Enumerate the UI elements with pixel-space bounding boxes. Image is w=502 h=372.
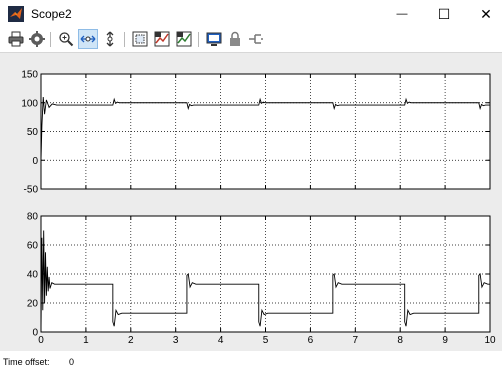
zoom-button[interactable] xyxy=(56,29,76,49)
floating-scope-button[interactable] xyxy=(204,29,224,49)
y-tick-label: 0 xyxy=(32,328,38,339)
x-tick-label: 0 xyxy=(38,335,44,346)
time-offset-value: 0 xyxy=(69,357,75,367)
print-button[interactable] xyxy=(6,29,26,49)
zoom-x-icon xyxy=(80,35,96,43)
toolbar-separator xyxy=(50,32,51,47)
zoom-y-icon xyxy=(106,31,114,47)
parameters-icon xyxy=(29,31,45,47)
y-tick-label: -50 xyxy=(24,185,39,196)
x-tick-label: 5 xyxy=(263,335,269,346)
zoom-x-button[interactable] xyxy=(78,29,98,49)
save-axes-settings-button[interactable] xyxy=(152,29,172,49)
lock-axes-button[interactable] xyxy=(225,29,245,49)
signal-selector-button[interactable] xyxy=(246,29,266,49)
minimize-icon: — xyxy=(396,8,408,20)
x-tick-label: 1 xyxy=(83,335,89,346)
x-tick-label: 6 xyxy=(308,335,314,346)
signal-selector-icon xyxy=(249,34,263,44)
parameters-button[interactable] xyxy=(27,29,47,49)
y-tick-label: 60 xyxy=(27,241,39,252)
x-tick-label: 9 xyxy=(442,335,448,346)
matlab-logo-icon xyxy=(8,6,24,22)
maximize-button[interactable]: ☐ xyxy=(424,0,464,28)
signal-trace xyxy=(40,96,490,161)
toolbar-divider xyxy=(0,52,502,53)
signal-trace xyxy=(40,230,490,333)
close-button[interactable]: ✕ xyxy=(466,0,502,28)
floating-scope-icon xyxy=(206,32,222,46)
lock-axes-icon xyxy=(230,31,240,46)
autoscale-icon xyxy=(132,31,148,47)
title-bar[interactable]: Scope2 — ☐ ✕ xyxy=(0,0,502,28)
zoom-icon xyxy=(59,32,74,47)
x-tick-label: 8 xyxy=(397,335,403,346)
x-tick-label: 10 xyxy=(484,335,496,346)
restore-axes-settings-icon xyxy=(176,31,192,47)
y-tick-label: 20 xyxy=(27,299,39,310)
x-tick-label: 4 xyxy=(218,335,224,346)
scope-plots: -50 0 50 100 150 0 20 40 60 80 0 1 2 3 4 5 6 7 8 9 10 xyxy=(21,70,496,347)
minimize-button[interactable]: — xyxy=(382,0,422,28)
y-tick-label: 80 xyxy=(27,212,39,223)
x-tick-label: 3 xyxy=(173,335,179,346)
toolbar-separator xyxy=(124,32,125,47)
y-tick-label: 150 xyxy=(21,70,38,81)
toolbar xyxy=(0,28,502,52)
save-axes-settings-icon xyxy=(154,31,170,47)
time-offset-label: Time offset: xyxy=(3,357,50,367)
plot-area: -50 0 50 100 150 0 20 40 60 80 0 1 2 3 4 5 6 7 8 9 10 xyxy=(0,53,502,351)
close-icon: ✕ xyxy=(480,5,492,22)
status-bar: Time offset: 0 xyxy=(0,351,502,372)
autoscale-button[interactable] xyxy=(130,29,150,49)
window-title: Scope2 xyxy=(31,7,72,21)
x-tick-label: 7 xyxy=(353,335,359,346)
y-tick-label: 40 xyxy=(27,270,39,281)
restore-axes-settings-button[interactable] xyxy=(174,29,194,49)
zoom-y-button[interactable] xyxy=(100,29,120,49)
y-tick-label: 0 xyxy=(32,156,38,167)
x-tick-label: 2 xyxy=(128,335,134,346)
y-tick-label: 100 xyxy=(21,98,38,109)
print-icon xyxy=(8,31,24,47)
y-tick-label: 50 xyxy=(27,127,39,138)
toolbar-separator xyxy=(198,32,199,47)
maximize-icon: ☐ xyxy=(437,5,451,22)
